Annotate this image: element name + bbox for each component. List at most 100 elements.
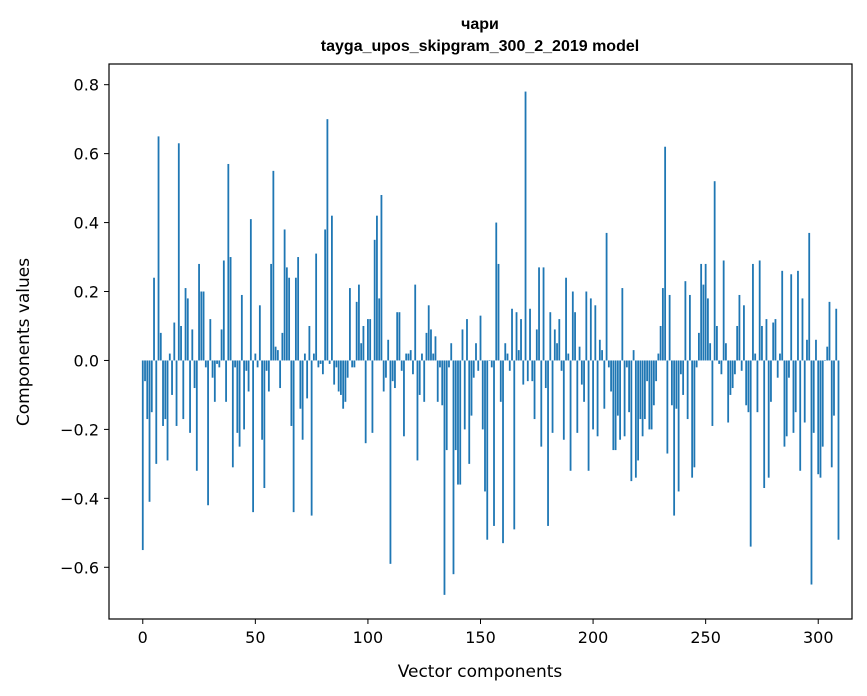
- bar-component-267: [743, 305, 745, 361]
- bar-component-29: [207, 360, 209, 506]
- bar-component-285: [783, 360, 786, 447]
- bar-component-206: [605, 232, 608, 361]
- bar-component-83: [328, 360, 331, 364]
- bar-component-48: [249, 219, 252, 361]
- bar-component-112: [394, 360, 396, 389]
- bar-component-147: [472, 360, 475, 378]
- bar-component-88: [340, 360, 342, 395]
- bar-component-85: [333, 360, 336, 385]
- bar-component-205: [603, 360, 606, 409]
- bar-component-172: [529, 308, 531, 361]
- bar-component-254: [713, 181, 716, 361]
- bar-component-296: [808, 232, 811, 361]
- bar-component-41: [234, 360, 236, 368]
- bar-component-194: [578, 346, 581, 361]
- bar-component-111: [391, 360, 394, 382]
- bar-component-282: [776, 360, 779, 378]
- bar-component-189: [567, 353, 570, 361]
- bar-component-288: [790, 274, 793, 361]
- bar-component-275: [761, 325, 763, 361]
- bar-component-257: [720, 360, 723, 375]
- bar-component-23: [193, 360, 196, 389]
- bar-component-84: [330, 215, 333, 361]
- bar-component-72: [303, 353, 306, 361]
- bar-component-190: [569, 360, 572, 471]
- bar-component-274: [758, 260, 761, 361]
- bar-component-16: [177, 143, 180, 361]
- bar-component-208: [610, 360, 612, 392]
- bar-component-214: [623, 360, 626, 437]
- bar-component-239: [679, 360, 682, 375]
- bar-component-302: [821, 360, 824, 447]
- bar-component-215: [625, 360, 628, 368]
- bar-component-42: [236, 360, 239, 433]
- bar-component-266: [740, 360, 743, 371]
- bar-component-82: [326, 119, 329, 361]
- bar-component-165: [513, 360, 516, 530]
- bar-component-154: [488, 360, 491, 361]
- chart-title-line1: чари: [461, 16, 499, 33]
- y-tick-label: 0.6: [74, 145, 99, 164]
- bar-component-10: [164, 360, 167, 420]
- bar-component-238: [677, 360, 680, 492]
- bar-component-281: [774, 319, 777, 361]
- y-tick-label: −0.4: [60, 489, 99, 508]
- bar-component-80: [321, 360, 324, 375]
- bar-component-171: [526, 360, 529, 382]
- bar-component-159: [499, 360, 502, 402]
- bar-component-256: [718, 360, 721, 364]
- x-tick-label: 0: [138, 628, 148, 647]
- bar-component-155: [490, 360, 493, 368]
- bar-component-1: [144, 360, 146, 382]
- bar-component-269: [747, 360, 750, 413]
- bar-component-63: [283, 229, 286, 361]
- bar-component-25: [198, 263, 200, 361]
- bar-component-280: [772, 322, 775, 361]
- bar-component-26: [200, 291, 203, 361]
- bar-component-304: [826, 346, 829, 361]
- bar-component-249: [702, 284, 705, 361]
- bar-component-22: [191, 329, 194, 361]
- bar-component-137: [450, 343, 453, 361]
- bar-component-308: [835, 308, 838, 361]
- bar-component-234: [668, 294, 671, 361]
- bar-component-132: [439, 360, 441, 368]
- bar-component-150: [479, 315, 482, 361]
- bar-component-140: [457, 360, 459, 485]
- bar-component-34: [218, 360, 221, 368]
- bar-component-124: [421, 353, 423, 361]
- bar-component-11: [166, 360, 169, 461]
- bar-component-75: [310, 360, 313, 516]
- bar-component-163: [508, 360, 511, 371]
- bar-component-76: [312, 353, 315, 361]
- bar-component-210: [614, 360, 617, 451]
- bar-component-4: [150, 360, 153, 413]
- bar-component-283: [779, 353, 781, 361]
- bar-component-195: [580, 360, 583, 385]
- bar-component-251: [707, 298, 709, 361]
- bar-component-252: [709, 343, 712, 361]
- bar-component-146: [470, 360, 473, 416]
- bar-component-236: [673, 360, 676, 516]
- bar-component-107: [382, 360, 385, 392]
- bar-component-3: [148, 360, 151, 502]
- bar-component-67: [292, 360, 295, 513]
- bar-component-19: [184, 288, 187, 361]
- bar-component-160: [502, 360, 504, 544]
- bar-component-92: [349, 288, 351, 361]
- bar-component-247: [697, 332, 700, 361]
- bar-component-114: [398, 312, 401, 361]
- bar-component-203: [598, 339, 601, 361]
- bar-component-295: [806, 339, 808, 361]
- bar-component-232: [664, 146, 667, 361]
- bar-component-174: [533, 360, 536, 420]
- bar-component-292: [799, 360, 802, 471]
- bar-component-81: [324, 229, 327, 361]
- bar-component-242: [686, 360, 689, 420]
- bar-component-264: [736, 325, 739, 361]
- bar-component-148: [475, 343, 477, 361]
- bar-component-284: [781, 270, 784, 361]
- bar-component-96: [358, 284, 360, 361]
- bar-component-118: [407, 353, 410, 361]
- bar-component-115: [400, 360, 403, 371]
